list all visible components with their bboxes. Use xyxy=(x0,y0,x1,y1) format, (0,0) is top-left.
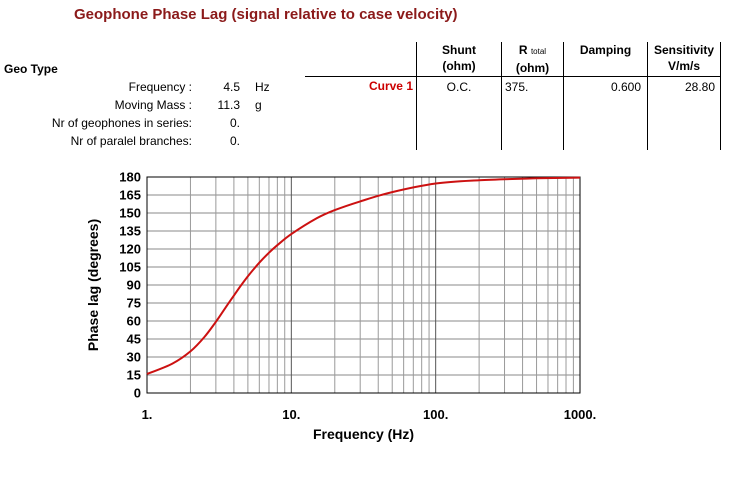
param-row-parallel: Nr of paralel branches: 0. xyxy=(0,132,300,150)
y-tick-label: 165 xyxy=(119,188,141,203)
param-label: Nr of paralel branches: xyxy=(70,134,192,148)
shunt-header-unit: (ohm) xyxy=(442,59,476,73)
sensitivity-header-unit: V/m/s xyxy=(667,59,700,73)
x-axis-title: Frequency (Hz) xyxy=(313,426,414,442)
y-tick-label: 90 xyxy=(127,278,141,293)
sensitivity-header: Sensitivity V/m/s xyxy=(648,42,720,74)
param-value: 11.3 xyxy=(217,98,240,112)
param-label: Frequency : xyxy=(128,80,192,94)
rtotal-value: 375. xyxy=(505,80,529,94)
sensitivity-value: 28.80 xyxy=(684,80,715,94)
rtotal-subscript: total xyxy=(530,47,547,56)
damping-value: 0.600 xyxy=(610,80,641,94)
y-tick-label: 75 xyxy=(127,296,141,311)
plot-frame xyxy=(146,176,581,394)
chart-title: Geophone Phase Lag (signal relative to c… xyxy=(74,6,458,23)
x-tick-label: 1. xyxy=(142,407,153,422)
table-divider xyxy=(563,42,564,150)
x-tick-label: 1000. xyxy=(564,407,597,422)
rtotal-symbol: R xyxy=(518,43,528,57)
rtotal-header-unit: (ohm) xyxy=(515,61,550,75)
table-header-rule xyxy=(305,76,721,77)
param-label: Nr of geophones in series: xyxy=(51,116,192,130)
param-value: 4.5 xyxy=(223,80,240,94)
y-tick-label: 15 xyxy=(127,368,141,383)
y-tick-labels: 0 15 30 45 60 75 90 105 120 135 150 165 180 xyxy=(119,170,141,401)
y-tick-label: 135 xyxy=(119,224,141,239)
y-tick-label: 150 xyxy=(119,206,141,221)
sensitivity-header-label: Sensitivity xyxy=(653,43,715,57)
y-tick-label: 180 xyxy=(119,170,141,185)
y-tick-label: 105 xyxy=(119,260,141,275)
table-divider xyxy=(501,42,502,150)
phase-curve xyxy=(146,176,581,375)
table-divider xyxy=(416,42,417,150)
y-tick-label: 120 xyxy=(119,242,141,257)
shunt-header: Shunt (ohm) xyxy=(417,42,501,74)
param-row-series: Nr of geophones in series: 0. xyxy=(0,114,300,132)
param-value: 0. xyxy=(229,134,240,148)
shunt-value: O.C. xyxy=(446,80,472,94)
x-tick-label: 10. xyxy=(282,407,300,422)
param-unit: Hz xyxy=(255,80,270,94)
geo-type-label: Geo Type xyxy=(4,62,58,76)
x-tick-label: 100. xyxy=(423,407,448,422)
y-axis-title: Phase lag (degrees) xyxy=(85,219,101,351)
y-tick-label: 0 xyxy=(134,386,141,401)
y-tick-label: 30 xyxy=(127,350,141,365)
damping-header-label: Damping xyxy=(579,43,632,57)
rtotal-header-label: R total xyxy=(502,42,563,60)
param-value: 0. xyxy=(229,116,240,130)
table-divider xyxy=(647,42,648,150)
x-tick-labels: 1. 10. 100. 1000. xyxy=(142,407,597,422)
param-row-frequency: Frequency : 4.5 Hz xyxy=(0,78,300,96)
table-divider xyxy=(720,42,721,150)
y-tick-label: 60 xyxy=(127,314,141,329)
y-tick-label: 45 xyxy=(127,332,141,347)
curve-1-label: Curve 1 xyxy=(368,79,413,93)
chart-grid xyxy=(146,176,580,394)
param-label: Moving Mass : xyxy=(114,98,192,112)
param-row-moving-mass: Moving Mass : 11.3 g xyxy=(0,96,300,114)
rtotal-header: R total (ohm) xyxy=(502,42,563,76)
param-unit: g xyxy=(255,98,262,112)
shunt-header-label: Shunt xyxy=(442,43,476,57)
damping-header: Damping xyxy=(564,42,647,58)
